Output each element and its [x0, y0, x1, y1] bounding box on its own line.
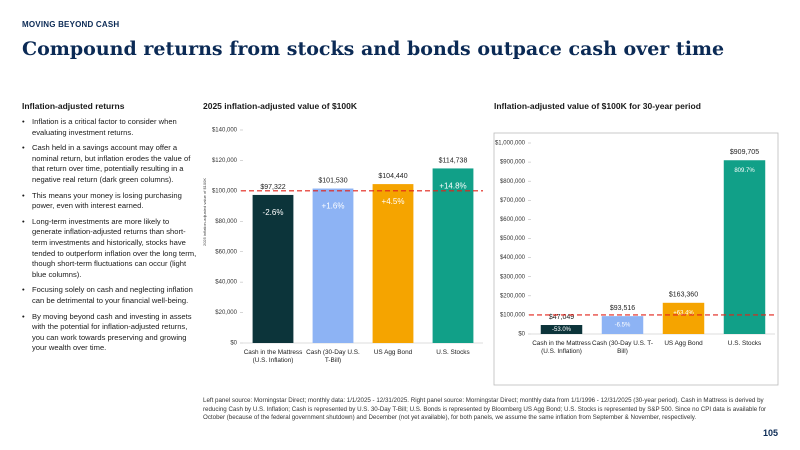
bar	[372, 184, 414, 343]
value-label: $93,516	[610, 305, 635, 312]
change-label: +4.5%	[382, 197, 405, 206]
y-tick-label: $40,000	[215, 280, 237, 286]
x-tick-label: US Agg Bond	[373, 349, 413, 356]
y-tick-label: $200,000	[500, 293, 526, 299]
value-label: $104,440	[378, 173, 407, 180]
x-tick-label: U.S. Stocks	[436, 349, 470, 356]
value-label: $101,530	[318, 177, 347, 184]
bullet: Cash held in a savings account may offer…	[22, 143, 200, 185]
bullet-list: Inflation is a critical factor to consid…	[22, 117, 200, 359]
x-tick-label: U.S. Stocks	[727, 340, 762, 347]
bullet: Inflation is a critical factor to consid…	[22, 117, 200, 138]
slide-title: Compound returns from stocks and bonds o…	[22, 38, 725, 60]
chart-title: 2025 inflation-adjusted value of $100K	[203, 101, 357, 111]
page-number: 105	[762, 428, 778, 438]
y-tick-label: $0	[518, 332, 525, 338]
y-tick-label: $20,000	[215, 310, 237, 316]
x-tick-label: Cash in the Mattress (U.S. Inflation)	[532, 340, 591, 356]
bar	[662, 302, 705, 334]
y-axis-label: 2025 inflation-adjusted value of $100K	[202, 178, 207, 246]
kicker: MOVING BEYOND CASH	[22, 20, 120, 29]
sidebar-heading: Inflation-adjusted returns	[22, 101, 125, 111]
bar	[312, 188, 354, 343]
change-label: +1.6%	[322, 202, 345, 211]
y-tick-label: $700,000	[500, 198, 526, 204]
bullet: Long-term investments are more likely to…	[22, 217, 200, 281]
change-label: -53.0%	[552, 327, 572, 333]
bullet: By moving beyond cash and investing in a…	[22, 312, 200, 354]
x-tick-label: Cash (30-Day U.S. T-Bill)	[592, 340, 653, 356]
change-label: +14.8%	[439, 182, 466, 191]
y-tick-label: $140,000	[212, 128, 238, 134]
value-label: $114,738	[439, 157, 468, 164]
value-label: $47,049	[549, 314, 574, 321]
x-tick-label: US Agg Bond	[664, 340, 703, 347]
bar	[723, 160, 766, 334]
bullet: Focusing solely on cash and neglecting i…	[22, 285, 200, 306]
bullet: This means your money is losing purchasi…	[22, 191, 200, 212]
change-label: 809.7%	[734, 168, 755, 174]
bar	[252, 194, 294, 343]
x-tick-label: Cash in the Mattress (U.S. Inflation)	[243, 349, 303, 365]
change-label: -2.6%	[263, 208, 284, 217]
y-tick-label: $80,000	[215, 219, 237, 225]
y-tick-label: $0	[230, 341, 237, 347]
y-tick-label: $60,000	[215, 249, 237, 255]
footnote: Left panel source: Morningstar Direct; m…	[203, 397, 767, 422]
y-tick-label: $900,000	[500, 160, 526, 166]
y-tick-label: $500,000	[500, 236, 526, 242]
y-tick-label: $600,000	[500, 217, 526, 223]
y-tick-label: $120,000	[212, 158, 238, 164]
change-label: +63.4%	[673, 310, 694, 316]
y-tick-label: $400,000	[500, 255, 526, 261]
y-tick-label: $800,000	[500, 179, 526, 185]
value-label: $163,360	[669, 292, 698, 299]
bar	[540, 325, 583, 334]
y-tick-label: $300,000	[500, 274, 526, 280]
y-tick-label: $100,000	[500, 312, 526, 318]
value-label: $909,705	[730, 149, 759, 156]
chart-title: Inflation-adjusted value of $100K for 30…	[494, 101, 701, 111]
y-tick-label: $100,000	[212, 188, 238, 194]
value-label: $97,322	[260, 184, 285, 191]
y-tick-label: $1,000,000	[495, 141, 526, 147]
change-label: -6.5%	[615, 323, 631, 329]
x-tick-label: Cash (30-Day U.S. T-Bill)	[306, 349, 360, 365]
chart-frame	[493, 132, 779, 386]
bar	[601, 316, 644, 334]
bar	[432, 168, 474, 343]
